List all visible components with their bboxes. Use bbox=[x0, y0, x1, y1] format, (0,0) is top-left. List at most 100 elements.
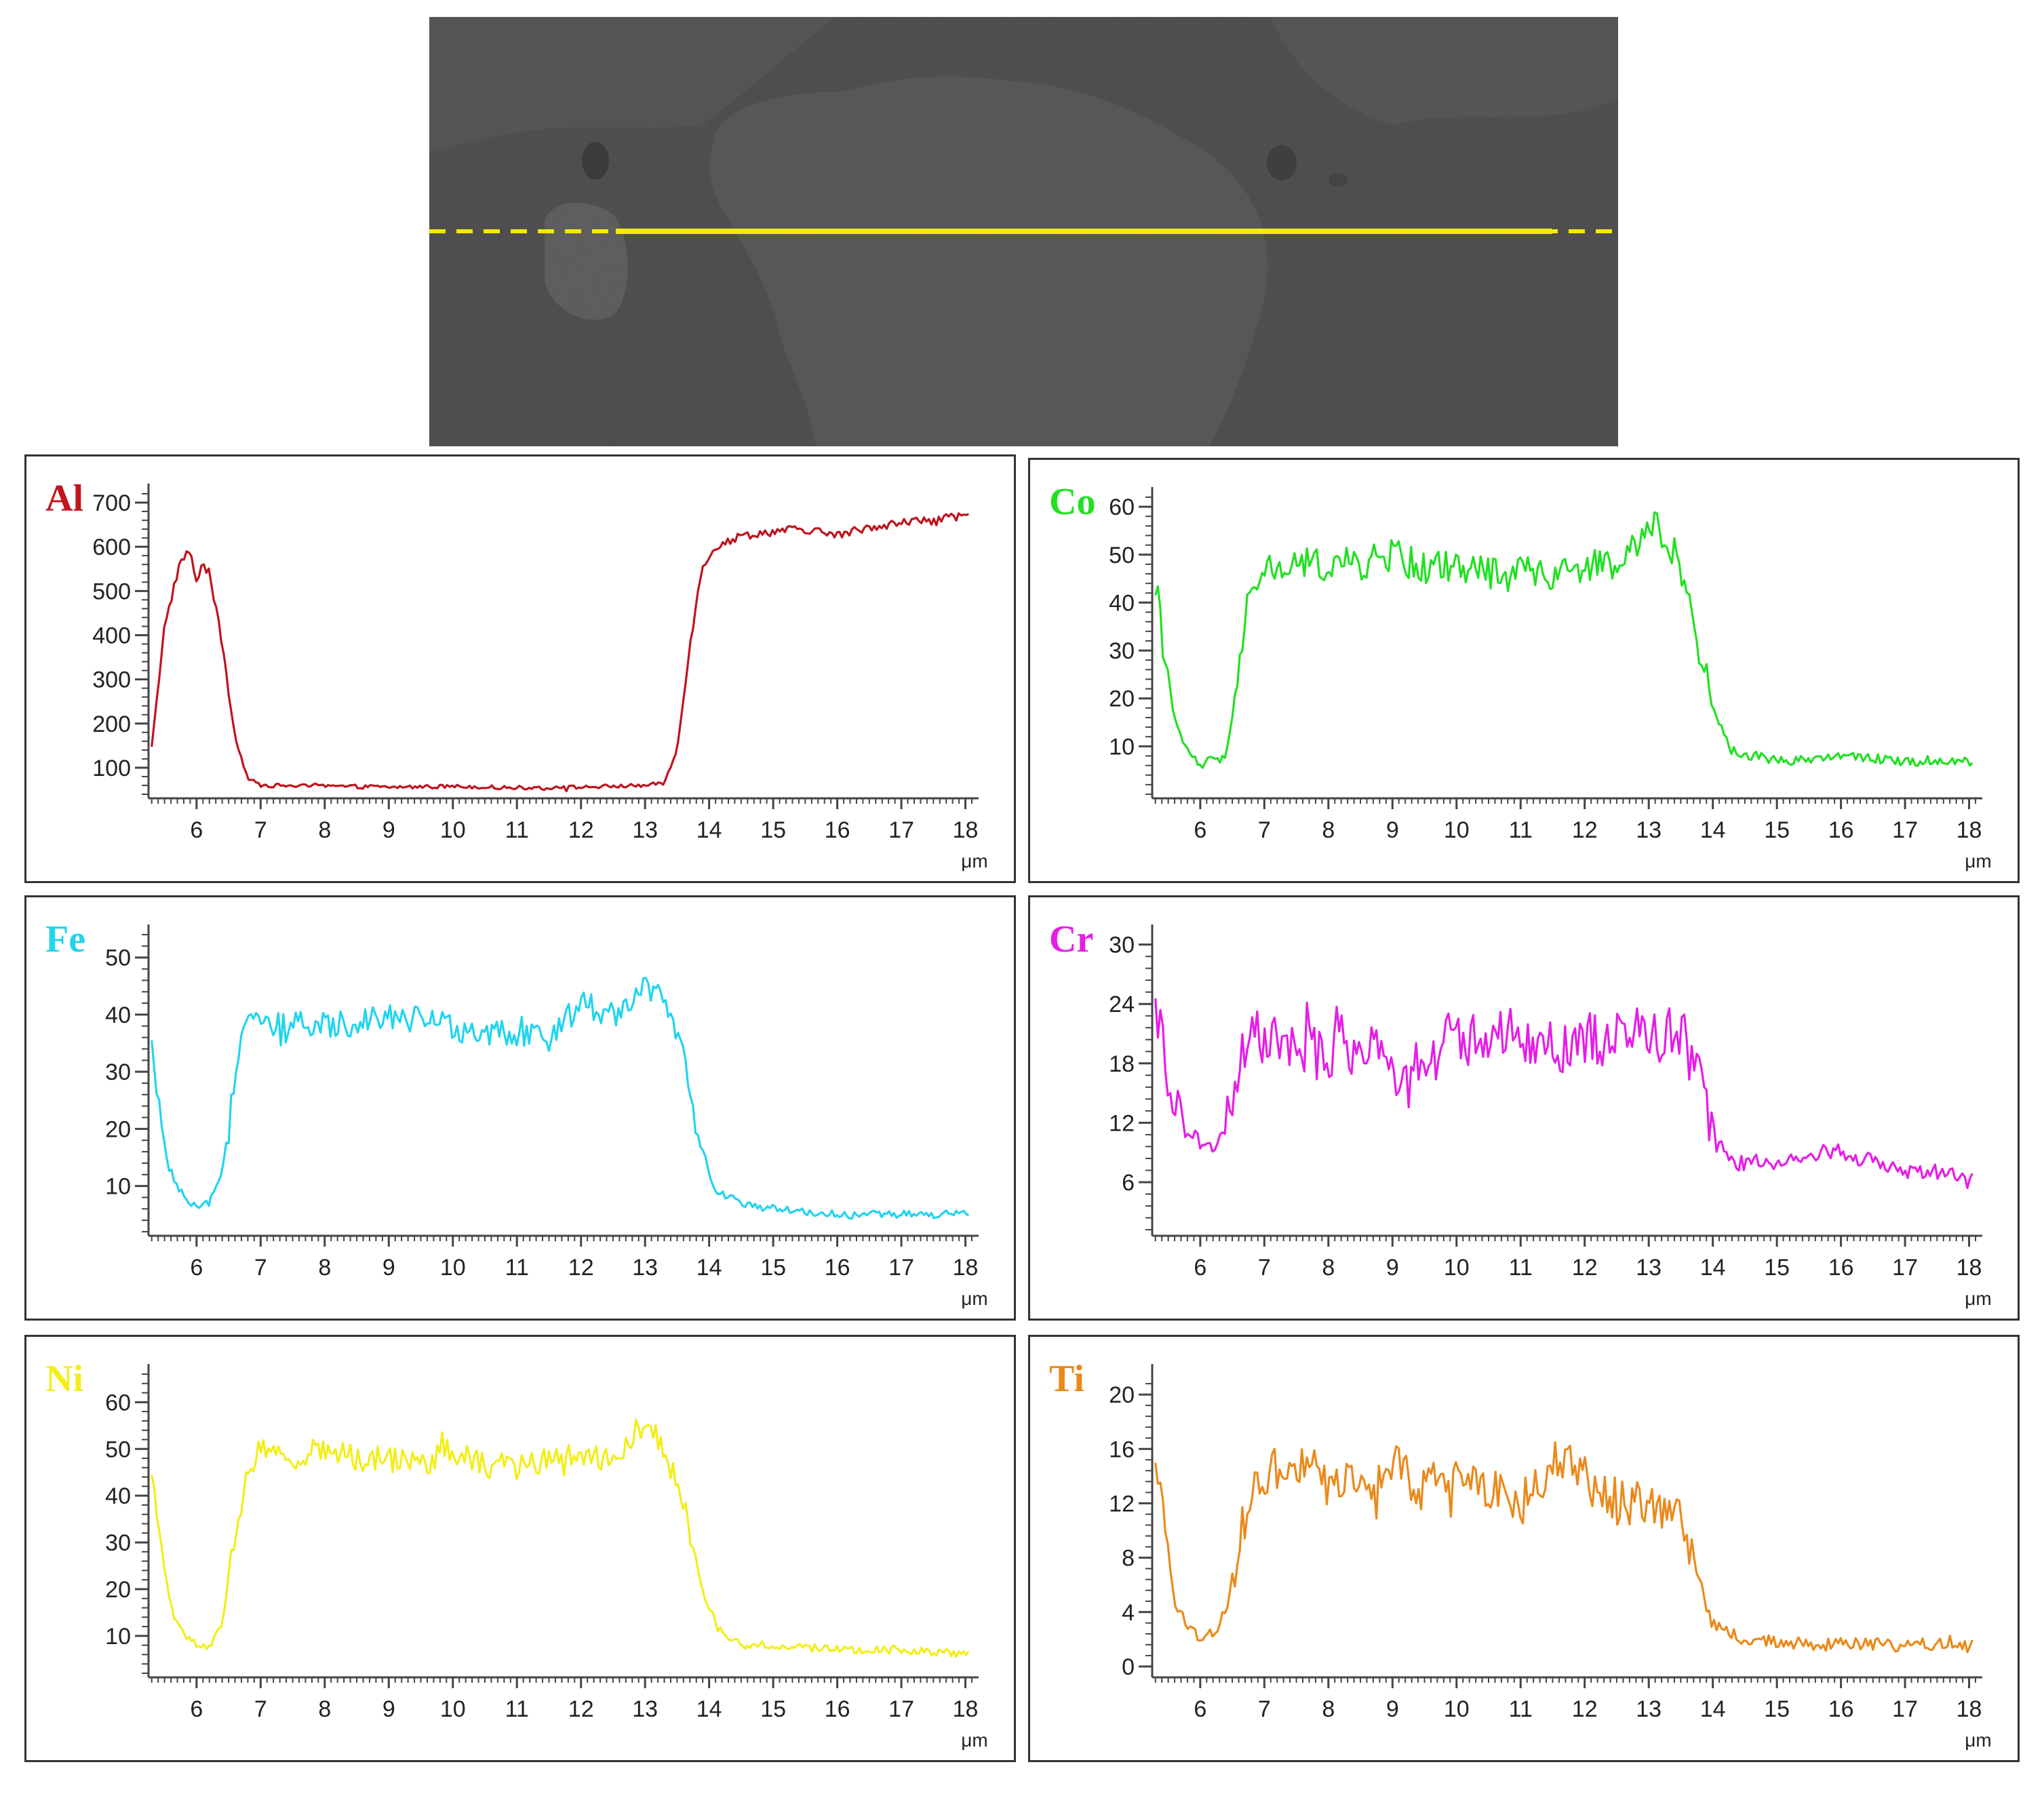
x-tick-label-fe: 15 bbox=[760, 1255, 786, 1281]
profile-line-co bbox=[1154, 511, 1973, 769]
x-tick-label-ni: 12 bbox=[568, 1696, 594, 1722]
x-tick-label-co: 16 bbox=[1828, 817, 1854, 843]
x-tick-label-fe: 8 bbox=[318, 1255, 331, 1281]
x-tick-label-cr: 17 bbox=[1892, 1255, 1918, 1281]
chart-fe: Fe 6 7 8 9 10 11 12 13 14 15 16 17 18 10 20 30 40 50 μm bbox=[45, 918, 988, 1309]
x-tick-label-al: 14 bbox=[696, 817, 722, 843]
profile-line-ni bbox=[151, 1418, 970, 1658]
y-tick-label-ni: 40 bbox=[105, 1483, 131, 1509]
x-tick-label-cr: 13 bbox=[1636, 1255, 1662, 1281]
y-tick-label-al: 500 bbox=[92, 579, 131, 604]
x-tick-label-al: 6 bbox=[190, 817, 203, 843]
x-tick-label-fe: 7 bbox=[254, 1255, 267, 1281]
x-tick-label-fe: 18 bbox=[953, 1255, 979, 1281]
y-tick-label-al: 100 bbox=[92, 756, 131, 781]
x-tick-label-cr: 12 bbox=[1572, 1255, 1598, 1281]
x-tick-label-ti: 7 bbox=[1258, 1696, 1271, 1722]
y-tick-label-fe: 20 bbox=[105, 1116, 131, 1142]
panel-cr: Cr 6 7 8 9 10 11 12 13 14 15 16 17 18 6 12 18 24 30 μm bbox=[1028, 895, 2020, 1321]
x-tick-label-cr: 8 bbox=[1322, 1255, 1335, 1281]
element-label-ti: Ti bbox=[1049, 1358, 1084, 1400]
y-tick-label-ni: 20 bbox=[105, 1577, 131, 1603]
y-tick-label-ti: 8 bbox=[1122, 1546, 1135, 1572]
x-tick-label-ni: 16 bbox=[825, 1696, 850, 1722]
x-tick-label-co: 13 bbox=[1636, 817, 1662, 843]
x-tick-label-cr: 14 bbox=[1700, 1255, 1726, 1281]
chart-al: Al 6 7 8 9 10 11 12 13 14 15 16 17 18 100 200 300 400 500 6… bbox=[45, 477, 988, 872]
y-tick-label-ti: 0 bbox=[1122, 1654, 1135, 1680]
x-tick-label-ti: 11 bbox=[1509, 1696, 1533, 1722]
x-tick-label-fe: 14 bbox=[696, 1255, 722, 1281]
y-tick-label-al: 200 bbox=[92, 711, 131, 737]
x-minor-ticks-ni bbox=[151, 1677, 972, 1688]
x-tick-label-cr: 10 bbox=[1444, 1255, 1470, 1281]
x-minor-ticks-ti bbox=[1154, 1677, 1976, 1688]
profile-line-cr bbox=[1154, 998, 1973, 1190]
x-minor-ticks-al bbox=[151, 798, 972, 809]
x-tick-label-ti: 16 bbox=[1828, 1696, 1854, 1722]
x-tick-label-fe: 17 bbox=[888, 1255, 914, 1281]
x-tick-label-co: 17 bbox=[1892, 817, 1918, 843]
chart-co: Co 6 7 8 9 10 11 12 13 14 15 16 17 18 10 20 30 40 50 60 μm bbox=[1049, 481, 1992, 872]
x-tick-label-ti: 13 bbox=[1636, 1696, 1662, 1722]
y-tick-label-cr: 6 bbox=[1122, 1170, 1135, 1196]
x-tick-label-co: 9 bbox=[1386, 817, 1399, 843]
y-tick-label-fe: 10 bbox=[105, 1174, 131, 1200]
element-label-cr: Cr bbox=[1049, 918, 1093, 960]
x-tick-label-fe: 12 bbox=[568, 1255, 594, 1281]
x-tick-label-co: 10 bbox=[1444, 817, 1470, 843]
panel-ni: Ni 6 7 8 9 10 11 12 13 14 15 16 17 18 10 20 30 40 50 60 μm bbox=[24, 1335, 1016, 1762]
y-tick-label-cr: 24 bbox=[1109, 992, 1135, 1017]
x-minor-ticks-co bbox=[1154, 798, 1976, 809]
y-tick-label-ti: 16 bbox=[1109, 1437, 1135, 1462]
y-tick-label-ti: 12 bbox=[1109, 1491, 1135, 1517]
x-axis-unit-co: μm bbox=[1965, 851, 1991, 872]
element-label-al: Al bbox=[45, 477, 83, 520]
x-tick-label-co: 7 bbox=[1258, 817, 1271, 843]
x-tick-label-fe: 10 bbox=[440, 1255, 466, 1281]
profile-line-fe bbox=[151, 977, 969, 1220]
panel-co: Co 6 7 8 9 10 11 12 13 14 15 16 17 18 10 20 30 40 50 60 μm bbox=[1028, 458, 2020, 883]
x-tick-label-ni: 13 bbox=[632, 1696, 658, 1722]
x-tick-label-co: 15 bbox=[1764, 817, 1790, 843]
x-tick-label-ni: 17 bbox=[888, 1696, 914, 1722]
y-tick-label-co: 60 bbox=[1109, 494, 1135, 520]
x-tick-label-cr: 7 bbox=[1258, 1255, 1271, 1281]
x-tick-label-al: 18 bbox=[953, 817, 979, 843]
x-axis-unit-ni: μm bbox=[961, 1730, 987, 1751]
x-axis-unit-al: μm bbox=[961, 851, 987, 872]
x-tick-label-ti: 15 bbox=[1764, 1696, 1790, 1722]
x-tick-label-al: 17 bbox=[888, 817, 914, 843]
x-tick-label-ti: 9 bbox=[1386, 1696, 1399, 1722]
x-tick-label-fe: 16 bbox=[825, 1255, 850, 1281]
x-tick-label-co: 14 bbox=[1700, 817, 1726, 843]
x-tick-label-al: 7 bbox=[254, 817, 267, 843]
x-tick-label-ni: 15 bbox=[760, 1696, 786, 1722]
panel-al: Al 6 7 8 9 10 11 12 13 14 15 16 17 18 100 200 300 400 500 6… bbox=[24, 454, 1016, 883]
y-tick-label-co: 10 bbox=[1109, 734, 1135, 760]
chart-ti: Ti 6 7 8 9 10 11 12 13 14 15 16 17 18 0 4 8 12 16 20 μm bbox=[1049, 1358, 1992, 1751]
panel-fe: Fe 6 7 8 9 10 11 12 13 14 15 16 17 18 10 20 30 40 50 μm bbox=[24, 895, 1016, 1321]
y-tick-label-ni: 50 bbox=[105, 1437, 131, 1462]
x-tick-label-cr: 9 bbox=[1386, 1255, 1399, 1281]
x-tick-label-co: 6 bbox=[1194, 817, 1206, 843]
x-tick-label-ni: 9 bbox=[382, 1696, 395, 1722]
x-tick-label-al: 16 bbox=[825, 817, 850, 843]
x-tick-label-al: 8 bbox=[318, 817, 331, 843]
x-minor-ticks-fe bbox=[151, 1236, 972, 1247]
x-tick-label-ni: 6 bbox=[190, 1696, 203, 1722]
x-tick-label-ni: 7 bbox=[254, 1696, 267, 1722]
x-tick-label-ti: 17 bbox=[1892, 1696, 1918, 1722]
x-tick-label-ni: 14 bbox=[696, 1696, 722, 1722]
y-tick-label-ni: 30 bbox=[105, 1530, 131, 1556]
x-axis-unit-fe: μm bbox=[961, 1288, 987, 1309]
y-tick-label-co: 20 bbox=[1109, 686, 1135, 712]
x-tick-label-ti: 14 bbox=[1700, 1696, 1726, 1722]
y-tick-label-co: 40 bbox=[1109, 590, 1135, 616]
x-tick-label-al: 10 bbox=[440, 817, 466, 843]
x-axis-unit-ti: μm bbox=[1965, 1730, 1991, 1751]
y-tick-label-fe: 40 bbox=[105, 1002, 131, 1028]
y-tick-label-ti: 4 bbox=[1122, 1600, 1135, 1626]
panel-ti: Ti 6 7 8 9 10 11 12 13 14 15 16 17 18 0 4 8 12 16 20 μm bbox=[1028, 1335, 2020, 1762]
x-tick-label-cr: 16 bbox=[1828, 1255, 1854, 1281]
